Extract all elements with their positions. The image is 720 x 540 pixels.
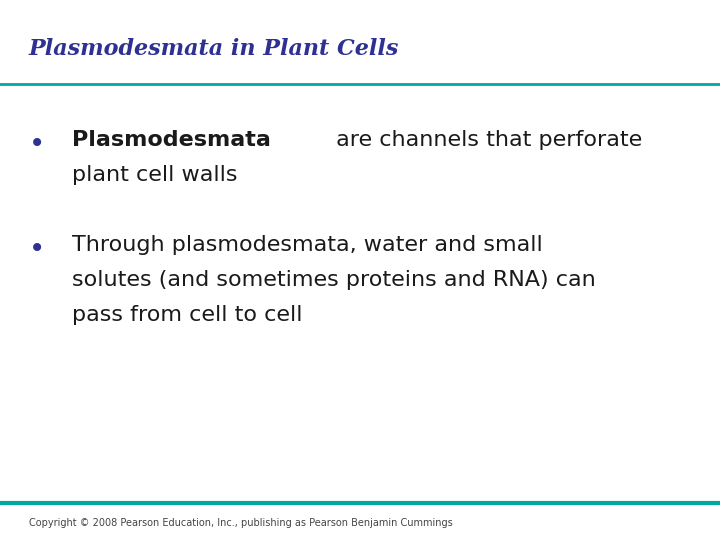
Text: plant cell walls: plant cell walls <box>72 165 238 185</box>
Text: Plasmodesmata: Plasmodesmata <box>72 130 271 150</box>
Text: Plasmodesmata in Plant Cells: Plasmodesmata in Plant Cells <box>29 38 399 60</box>
Text: are channels that perforate: are channels that perforate <box>328 130 642 150</box>
Text: solutes (and sometimes proteins and RNA) can: solutes (and sometimes proteins and RNA)… <box>72 270 595 290</box>
Text: pass from cell to cell: pass from cell to cell <box>72 305 302 325</box>
Text: Copyright © 2008 Pearson Education, Inc., publishing as Pearson Benjamin Cumming: Copyright © 2008 Pearson Education, Inc.… <box>29 518 453 529</box>
Text: •: • <box>29 235 45 263</box>
Text: Through plasmodesmata, water and small: Through plasmodesmata, water and small <box>72 235 543 255</box>
Text: •: • <box>29 130 45 158</box>
